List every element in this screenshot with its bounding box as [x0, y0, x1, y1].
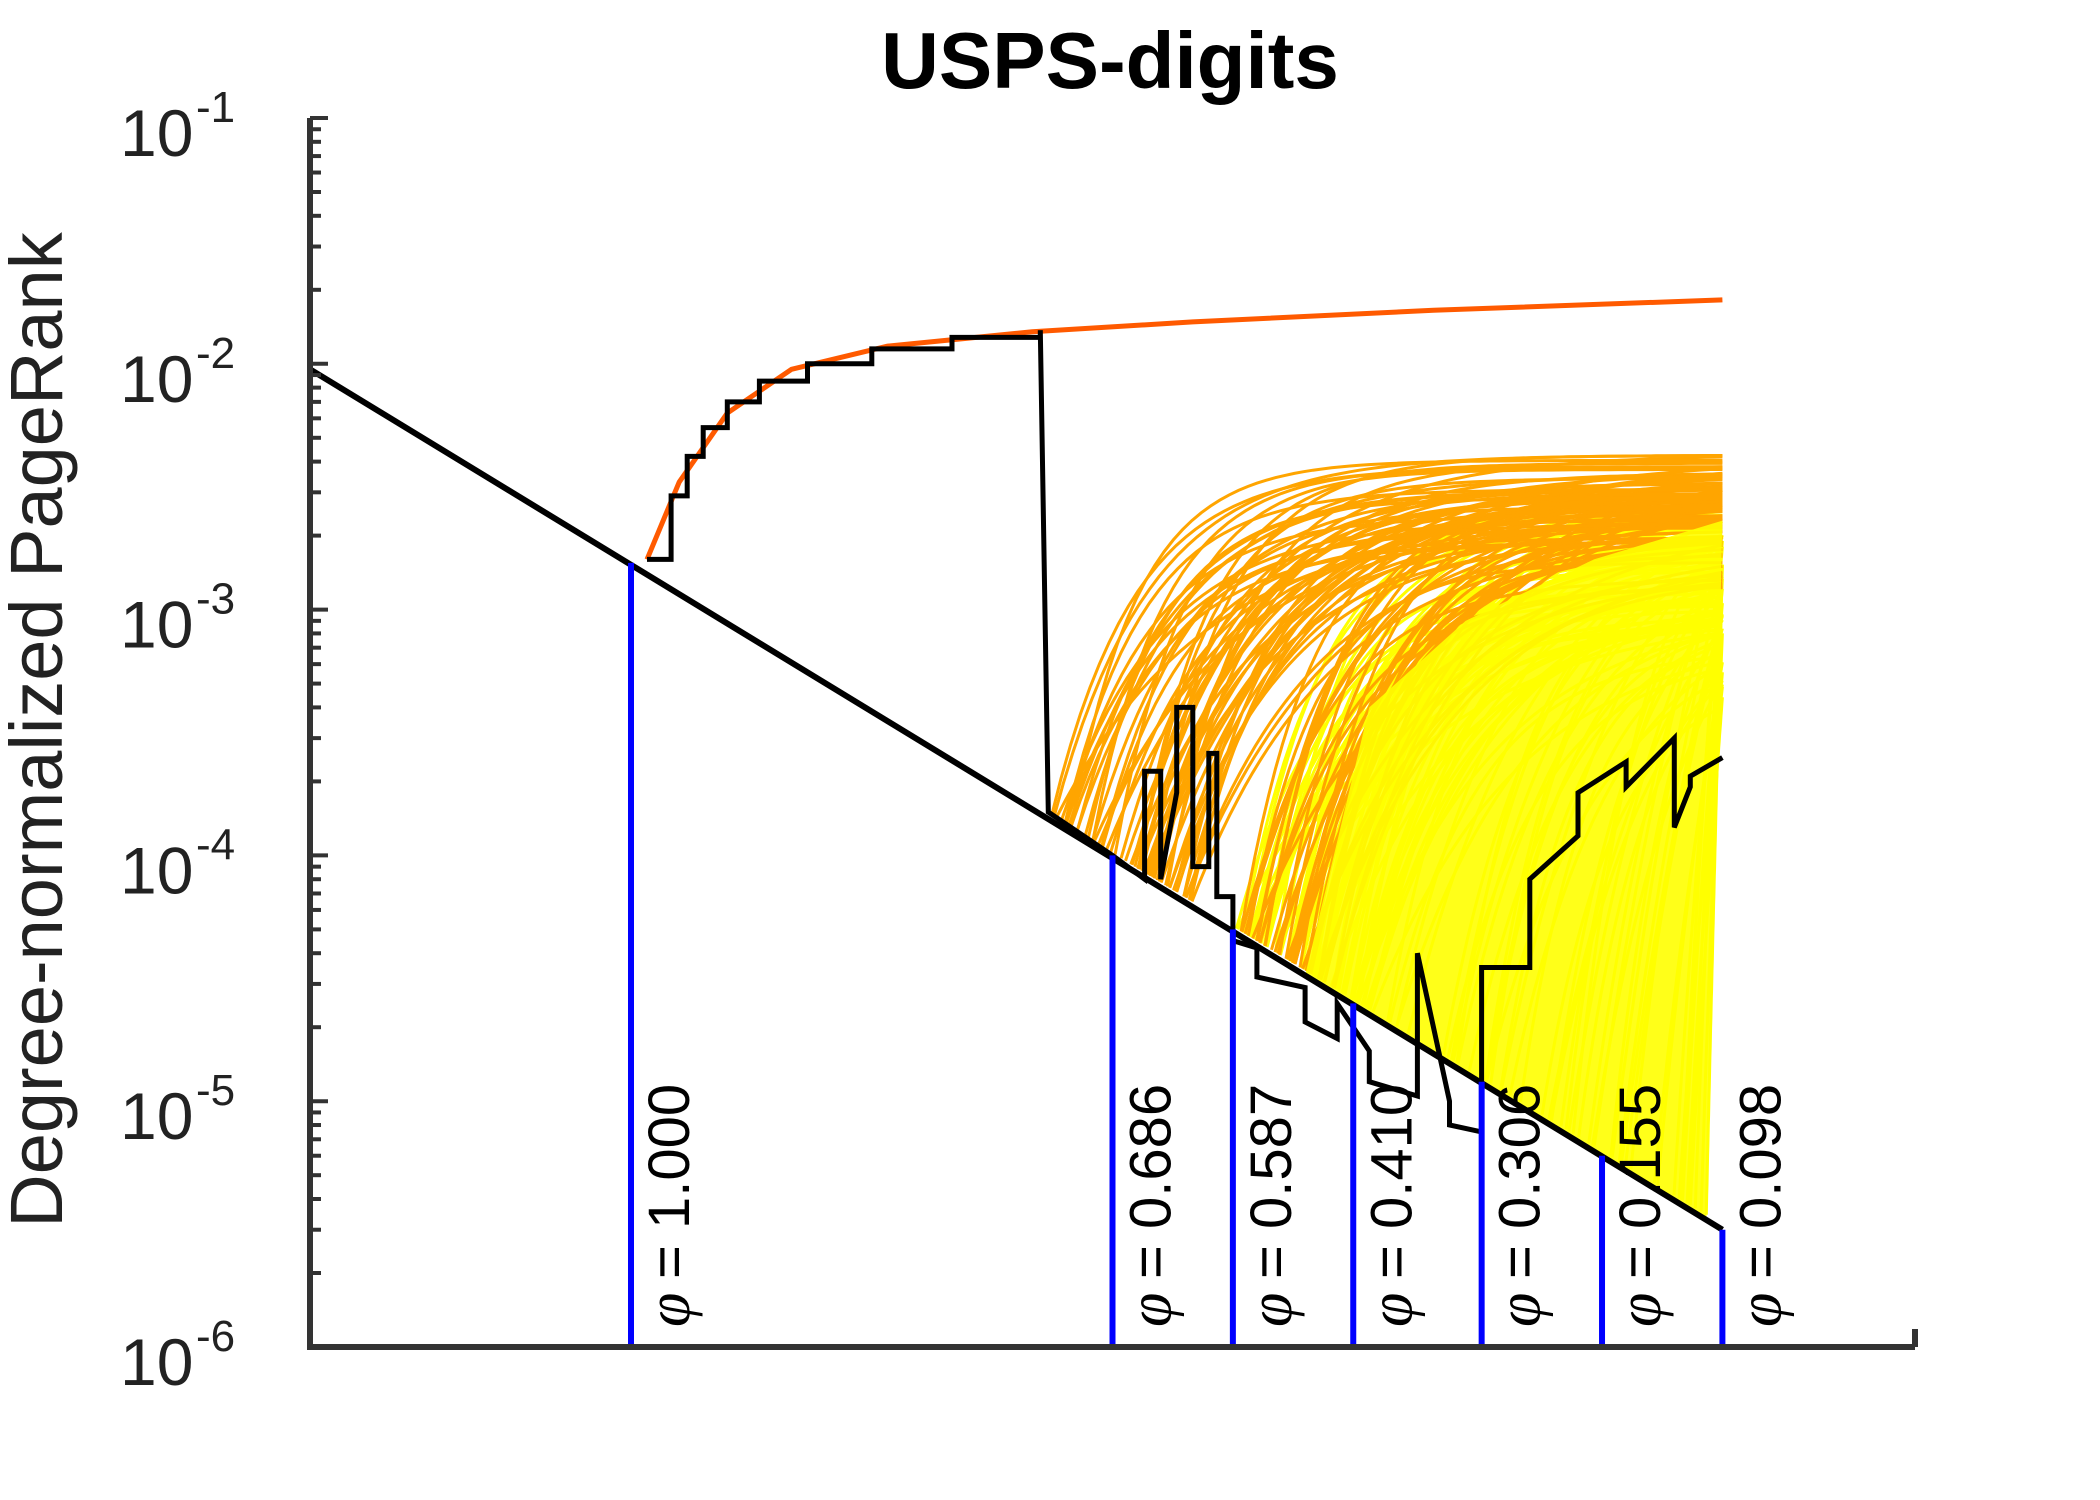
phi-label-group: φ = 0.155	[1606, 1084, 1674, 1327]
curve	[1052, 454, 1723, 818]
orange-curves	[1050, 454, 1723, 902]
marks-layer	[308, 297, 1726, 1347]
curve	[1147, 506, 1723, 876]
y-tick-exponent: -1	[196, 83, 235, 132]
phi-label: = 0.587	[1239, 1084, 1304, 1279]
y-tick-exponent: -3	[196, 575, 235, 624]
y-tick-exponent: -5	[196, 1066, 235, 1115]
baseline-line	[308, 366, 1724, 1233]
phi-label: = 0.410	[1359, 1084, 1424, 1279]
chart-title: USPS-digits	[881, 16, 1339, 105]
curve	[1113, 468, 1723, 855]
y-tick-label: 10	[120, 1325, 193, 1399]
phi-symbol: φ	[1117, 1293, 1185, 1327]
phi-symbol: φ	[1606, 1293, 1674, 1327]
axes-layer: 10-110-210-310-410-510-6	[120, 83, 1918, 1399]
y-tick-exponent: -4	[196, 820, 235, 869]
phi-symbol: φ	[1357, 1293, 1425, 1327]
curve	[1063, 488, 1723, 825]
y-axis-label: Degree-normalized PageRank	[0, 231, 78, 1227]
phi-label-group: φ = 0.410	[1357, 1084, 1425, 1327]
phi-label: = 0.098	[1728, 1084, 1793, 1279]
y-tick-label: 10	[120, 342, 193, 416]
curve	[1184, 538, 1723, 899]
phi-symbol: φ	[635, 1293, 703, 1327]
phi-label: = 0.686	[1119, 1084, 1184, 1279]
curve	[1175, 530, 1723, 893]
phi-symbol: φ	[1486, 1293, 1554, 1327]
curve	[1054, 518, 1723, 820]
phi-label: = 0.155	[1608, 1084, 1673, 1279]
curve	[1086, 496, 1723, 839]
curve	[1142, 535, 1723, 873]
curves-layer	[1050, 454, 1724, 1220]
y-tick-exponent: -2	[196, 329, 235, 378]
envelope-curve	[647, 330, 1724, 1135]
phi-symbol: φ	[1726, 1293, 1794, 1327]
phi-label: = 0.306	[1488, 1084, 1553, 1279]
y-tick-label: 10	[120, 833, 193, 907]
y-tick-label: 10	[120, 96, 193, 170]
curve	[1069, 458, 1723, 828]
yellow-fill-region	[1305, 520, 1723, 1220]
curve	[1166, 460, 1723, 887]
phi-label: = 1.000	[637, 1084, 702, 1279]
labels-layer: φ = 1.000 φ = 0.686 φ = 0.587 φ = 0.410 φ = 0.306…	[635, 1084, 1794, 1327]
phi-label-group: φ = 0.306	[1486, 1084, 1554, 1327]
phi-label-group: φ = 1.000	[635, 1084, 703, 1327]
phi-label-group: φ = 0.587	[1237, 1084, 1305, 1327]
y-tick-label: 10	[120, 588, 193, 662]
phi-label-group: φ = 0.098	[1726, 1084, 1794, 1327]
phi-label-group: φ = 0.686	[1117, 1084, 1185, 1327]
curve	[1136, 478, 1723, 869]
y-tick-exponent: -6	[196, 1312, 235, 1361]
best-set-curve	[644, 297, 1723, 561]
phi-symbol: φ	[1237, 1293, 1305, 1327]
y-tick-label: 10	[120, 1079, 193, 1153]
